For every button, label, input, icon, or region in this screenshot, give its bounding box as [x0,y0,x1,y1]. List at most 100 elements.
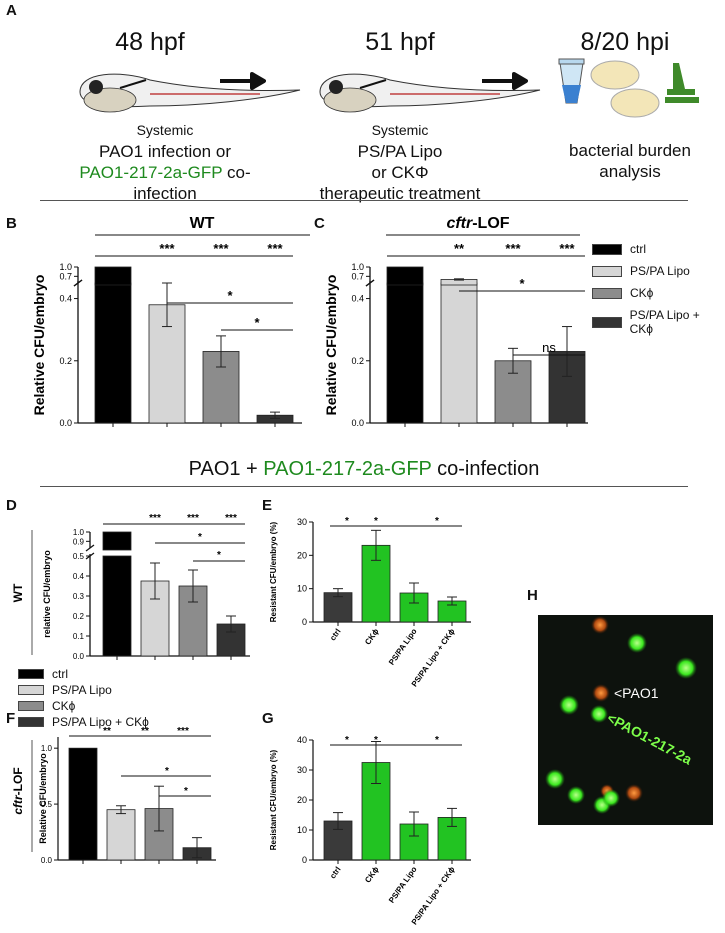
y-tick-label: 1.0 [351,262,364,272]
arrow-right-icon-2 [482,72,528,90]
zebrafish-embryo-icon-2 [319,73,541,113]
timeline-time-2: 51 hpf [365,28,435,56]
gfp-cell [602,789,620,807]
y-tick-label: 40 [297,735,307,745]
y-tick-label: 10 [297,825,307,835]
legend-label: PS/PA Lipo + CKϕ [629,308,700,336]
bar-PS/PA Lipo [140,580,170,657]
timeline-desc-1-line2: PAO1 infection or [99,142,231,161]
y-tick-label: 0.9 [73,537,85,546]
coinfection-title-part3: co-infection [431,458,540,480]
timeline-desc-2-line2: PS/PA Lipo [357,142,443,161]
y-axis-label: Relative CFU/embryo [323,275,339,416]
y-tick-label: 0.7 [59,271,72,281]
legend-label: PS/PA Lipo [630,264,690,278]
y-axis-label: Resistant CFU/embryo (%) [269,749,278,850]
panel-label-f: F [6,710,16,727]
legend-swatch [592,316,622,328]
panel-label-e: E [262,497,273,514]
pao1-cell [592,684,610,702]
significance-mark: * [217,550,221,561]
legend-bottom-ck: CKϕ [18,699,75,713]
y-tick-label: 1.0 [41,744,53,753]
x-tick-label: CKϕ [363,627,380,647]
bar-ctrl [102,555,132,657]
y-tick-label: 0.2 [73,612,85,621]
y-axis-label: Relative CFU/embryo [31,275,47,416]
y-tick-label: 1.0 [59,262,72,272]
y-tick-label: 0.7 [351,271,364,281]
y-tick-label: 20 [297,550,307,560]
legend-bottom-ctrl: ctrl [18,667,68,681]
bar-ctrl [68,747,98,861]
y-axis-label: relative CFU/embryo [42,550,52,638]
x-tick-label: CKϕ [363,865,380,885]
y-tick-label: 30 [297,765,307,775]
y-axis-label: Relative CFU/embryo [38,753,48,844]
y-tick-label: 0.4 [351,294,364,304]
legend-swatch [592,287,622,299]
divider-top [40,200,688,201]
legend-label: PS/PA Lipo + CKϕ [52,715,149,729]
significance-mark: * [374,516,378,527]
significance-mark: * [374,735,378,746]
y-tick-label: 0 [302,855,307,865]
legend-label: ctrl [630,242,646,256]
bar-PS/PA Lipo [440,282,478,424]
divider-middle [40,486,688,487]
pao1-cell [591,616,609,634]
x-tick-label: ctrl [328,627,343,642]
panel-label-g: G [262,710,274,727]
x-tick-label: PS/PA Lipo + CKϕ [410,627,457,689]
legend-top-lipo: PS/PA Lipo [592,264,690,278]
panel-label-b: B [6,215,17,232]
significance-mark: * [519,276,525,291]
gfp-cell [675,657,697,679]
significance-mark: ** [141,726,149,737]
panel-label-a: A [6,2,17,19]
significance-mark: * [345,516,349,527]
timeline-desc-2-line1: Systemic [371,122,429,138]
axis-break-mark [365,279,375,287]
coinfection-title: PAO1 + PAO1-217-2a-GFP co-infection [40,458,688,481]
panel-label-h: H [527,587,538,604]
axis-break-mark [85,544,95,552]
chart-d: WT 0.0 0.1 0.2 0.3 0.4 0.5 0.91.0 relative CFU/e… [11,513,250,661]
bar-upper-ctrl [386,266,424,286]
timeline-desc-3-line1: bacterial burden [569,141,691,160]
chart-title: cftr-LOF [446,215,509,232]
timeline-desc-2: Systemic PS/PA Lipo or CKΦ therapeutic t… [300,120,500,204]
microscopy-image: <PAO1 <PAO1-217-2a [538,615,713,825]
gfp-cell [627,633,647,653]
significance-mark: * [345,735,349,746]
legend-swatch [18,701,44,711]
bar-ctrl [94,282,132,424]
timeline-desc-1: Systemic PAO1 infection or PAO1-217-2a-G… [50,120,280,204]
significance-mark: * [198,532,202,543]
pao1-cell [625,784,643,802]
chart-title: WT [190,215,215,232]
y-tick-label: 0 [302,617,307,627]
gfp-cell [567,786,585,804]
arrow-right-icon-1 [220,72,266,90]
group-label: cftr-LOF [11,767,25,814]
significance-mark: * [435,735,439,746]
gfp-strain-label: PAO1-217-2a-GFP [79,163,223,182]
chart-c: cftr-LOF 0.0 0.2 0.4 0.71.0 Relative CFU/embr… [323,215,588,428]
legend-swatch [592,265,622,277]
timeline-desc-3-line2: analysis [599,162,661,181]
significance-mark: *** [225,513,237,524]
y-tick-label: 0.4 [59,294,72,304]
y-tick-label: 0.4 [73,572,85,581]
timeline-desc-2-line3: or CKΦ [371,163,429,182]
pao1-label: <PAO1 [614,685,659,701]
y-tick-label: 0.1 [73,632,85,641]
timeline-desc-1-line1: Systemic [136,122,194,138]
bar-ctrl [386,282,424,424]
timeline-time-1: 48 hpf [115,28,185,56]
gfp-cell [590,705,608,723]
y-tick-label: 0.5 [41,800,53,809]
